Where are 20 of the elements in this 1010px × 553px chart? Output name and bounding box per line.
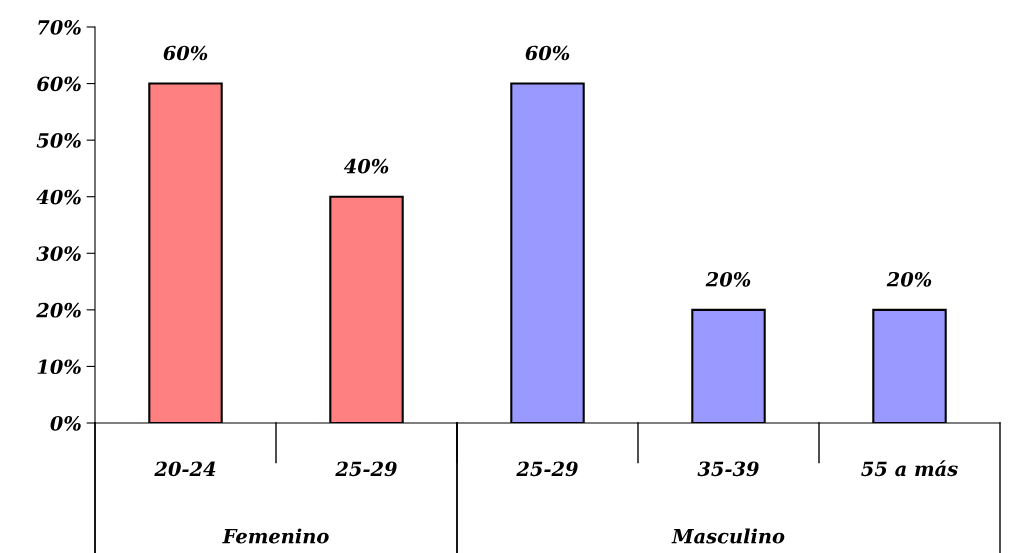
data-label: 20% — [886, 271, 932, 287]
text: Masculino — [671, 528, 785, 544]
y-tick-label: 50% — [36, 133, 81, 148]
y-tick-label: 40% — [36, 189, 81, 205]
data-label: 60% — [163, 45, 208, 61]
y-tick-label: 0% — [50, 415, 81, 431]
x-tick-label: 55 a más — [861, 460, 958, 477]
x-tick-label: 25-29 — [335, 461, 397, 477]
x-tick-label: 20-24 — [154, 461, 216, 477]
y-tick-label: 60% — [37, 76, 81, 92]
y-tick-label: 10% — [37, 359, 81, 375]
data-label: 60% — [525, 45, 570, 61]
y-tick-label: 70% — [38, 19, 81, 35]
x-tick-label: 25-29 — [516, 461, 578, 477]
y-tick-label: 30% — [36, 246, 81, 261]
text: Femenino — [222, 528, 329, 544]
data-label: 40% — [343, 158, 389, 174]
data-label: 20% — [705, 271, 751, 287]
y-tick-label: 20% — [36, 302, 81, 318]
x-tick-label: 35-39 — [697, 461, 759, 477]
